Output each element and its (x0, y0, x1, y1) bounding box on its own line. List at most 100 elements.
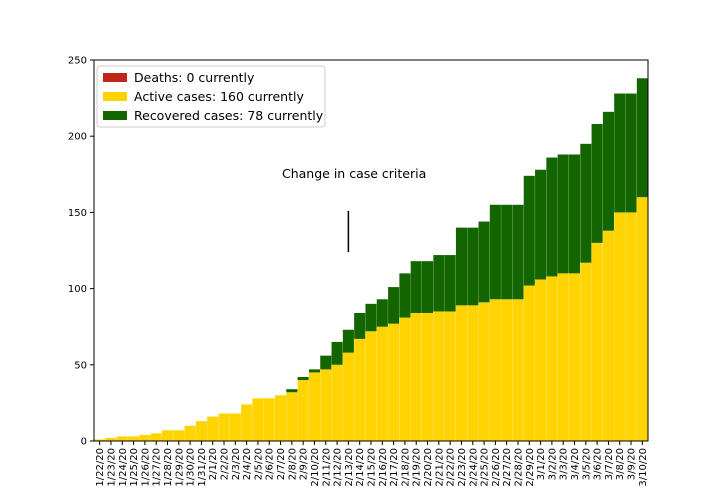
x-tick-label: 2/2/20 (220, 448, 231, 480)
x-tick-label: 2/21/20 (434, 448, 445, 487)
legend-label-deaths: Deaths: 0 currently (134, 70, 255, 85)
x-tick-label: 2/7/20 (276, 448, 287, 480)
x-tick-label: 2/12/20 (333, 448, 344, 487)
x-tick-label: 2/28/20 (513, 448, 524, 487)
bar-active-3-10-20 (636, 197, 648, 441)
bar-recovered-3-9-20 (625, 93, 637, 213)
bar-active-1-23-20 (105, 437, 117, 441)
bar-recovered-3-2-20 (546, 157, 558, 277)
x-tick-label: 2/1/20 (208, 448, 219, 480)
x-tick-label: 3/1/20 (536, 448, 547, 480)
bar-active-2-15-20 (365, 331, 377, 441)
bar-active-1-26-20 (139, 434, 151, 441)
x-tick-label: 3/3/20 (559, 448, 570, 480)
bar-active-2-19-20 (410, 312, 422, 441)
bar-active-1-30-20 (184, 425, 196, 441)
bar-active-2-16-20 (376, 326, 388, 441)
x-tick-label: 2/10/20 (310, 448, 321, 487)
x-tick-label: 3/4/20 (570, 448, 581, 480)
bar-recovered-2-15-20 (365, 303, 377, 332)
x-tick-label: 2/17/20 (389, 448, 400, 487)
legend-swatch-deaths (103, 73, 127, 82)
bar-recovered-2-25-20 (478, 221, 490, 303)
bar-recovered-3-7-20 (602, 111, 614, 231)
bar-recovered-2-10-20 (308, 369, 321, 373)
legend-box (96, 65, 326, 128)
bar-active-1-31-20 (195, 421, 207, 441)
x-tick-label: 3/2/20 (547, 448, 558, 480)
y-tick-label: 50 (74, 360, 87, 371)
bar-recovered-2-22-20 (444, 255, 456, 312)
bar-active-2-25-20 (478, 302, 490, 441)
x-tick-label: 1/31/20 (197, 448, 208, 487)
y-axis: 0 50 100 150 200 250 (68, 56, 94, 448)
x-tick-label: 1/24/20 (118, 448, 129, 487)
bar-active-2-18-20 (399, 317, 411, 441)
x-tick-label: 1/26/20 (140, 448, 151, 487)
bar-active-2-24-20 (467, 305, 479, 441)
bar-recovered-3-4-20 (568, 154, 581, 274)
x-tick-label: 2/23/20 (457, 448, 468, 487)
bar-active-1-29-20 (173, 430, 185, 441)
x-tick-label: 2/27/20 (502, 448, 513, 487)
bar-recovered-2-21-20 (433, 255, 445, 312)
bar-recovered-2-9-20 (297, 376, 309, 381)
bar-active-2-6-20 (263, 398, 275, 441)
bar-recovered-2-24-20 (467, 227, 479, 306)
bar-active-3-4-20 (568, 273, 581, 441)
x-tick-label: 1/30/20 (186, 448, 197, 487)
bar-active-3-9-20 (625, 212, 637, 441)
x-tick-label: 2/5/20 (253, 448, 264, 480)
x-tick-label: 2/9/20 (299, 448, 310, 480)
bar-active-3-6-20 (591, 242, 603, 441)
x-tick-label: 1/29/20 (174, 448, 185, 487)
x-tick-label: 1/27/20 (152, 448, 163, 487)
bar-recovered-3-8-20 (614, 93, 626, 213)
bar-active-3-7-20 (602, 230, 614, 441)
bar-recovered-3-10-20 (636, 78, 648, 198)
x-tick-label: 3/8/20 (615, 448, 626, 480)
x-tick-label: 2/6/20 (265, 448, 276, 480)
bar-recovered-2-26-20 (489, 204, 501, 300)
bar-active-2-10-20 (308, 372, 321, 441)
bar-active-1-28-20 (161, 430, 174, 441)
bar-recovered-2-27-20 (501, 204, 513, 300)
bar-recovered-3-3-20 (557, 154, 569, 274)
x-tick-label: 3/7/20 (604, 448, 615, 480)
bar-active-2-4-20 (241, 404, 253, 441)
x-tick-label: 2/18/20 (400, 448, 411, 487)
x-tick-label: 1/28/20 (163, 448, 174, 487)
bar-active-2-2-20 (218, 413, 230, 441)
bar-recovered-2-16-20 (376, 299, 388, 327)
bar-recovered-2-17-20 (388, 287, 400, 324)
x-tick-label: 2/13/20 (344, 448, 355, 487)
bar-recovered-2-23-20 (455, 227, 467, 306)
bar-active-2-1-20 (207, 416, 219, 441)
bar-active-2-8-20 (286, 392, 298, 441)
x-tick-label: 3/6/20 (593, 448, 604, 480)
bar-recovered-2-20-20 (421, 261, 434, 313)
x-tick-label: 2/29/20 (525, 448, 536, 487)
legend-label-active: Active cases: 160 currently (134, 89, 304, 104)
x-tick-label: 2/19/20 (412, 448, 423, 487)
x-tick-label: 2/26/20 (491, 448, 502, 487)
x-tick-label: 2/11/20 (321, 448, 332, 487)
x-tick-label: 3/5/20 (581, 448, 592, 480)
x-tick-label: 2/14/20 (355, 448, 366, 487)
legend: Deaths: 0 currently Active cases: 160 cur… (96, 65, 326, 128)
x-tick-label: 2/22/20 (446, 448, 457, 487)
bar-active-3-8-20 (614, 212, 626, 441)
bar-recovered-2-8-20 (286, 389, 298, 393)
bar-active-3-3-20 (557, 273, 569, 441)
x-tick-label: 2/16/20 (378, 448, 389, 487)
bar-active-2-9-20 (297, 380, 309, 441)
bar-recovered-2-12-20 (331, 341, 343, 365)
bar-active-1-25-20 (128, 436, 140, 441)
x-tick-label: 1/22/20 (95, 448, 106, 487)
bar-active-3-5-20 (580, 262, 592, 441)
y-tick-label: 150 (68, 208, 87, 219)
bar-active-2-5-20 (252, 398, 264, 441)
x-tick-label: 2/8/20 (287, 448, 298, 480)
legend-swatch-recovered (103, 111, 127, 120)
